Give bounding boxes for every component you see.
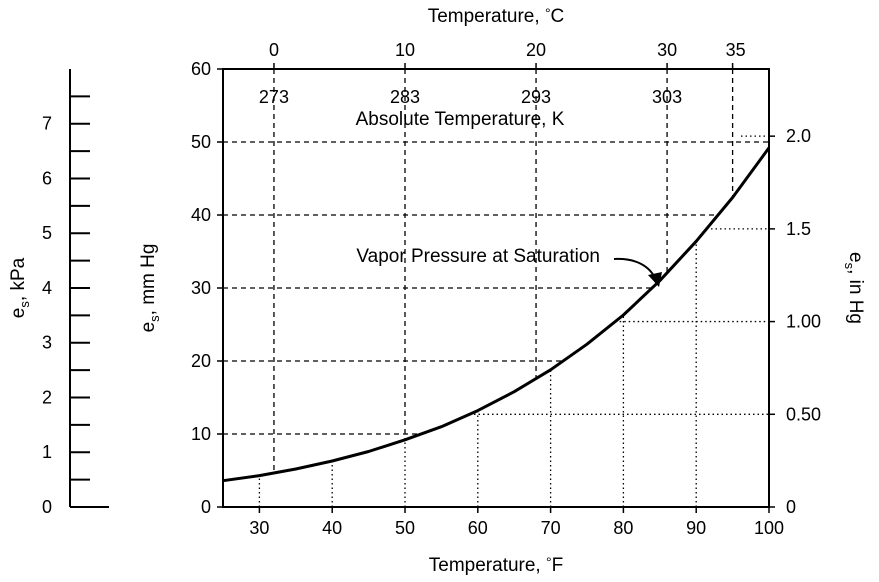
x-tick-label-celsius: 10 [395, 40, 415, 60]
x-tick-label-fahrenheit: 70 [541, 518, 561, 538]
x-tick-label-fahrenheit: 30 [249, 518, 269, 538]
kelvin-tick-label: 293 [521, 87, 551, 107]
x-tick-label-fahrenheit: 40 [322, 518, 342, 538]
y-tick-label-inhg: 0 [786, 497, 796, 517]
y-tick-label-mmhg: 30 [191, 278, 211, 298]
y-axis-title-left: es, mm Hg [138, 244, 162, 333]
kelvin-tick-label: 303 [652, 87, 682, 107]
x-tick-label-celsius: 20 [526, 40, 546, 60]
axis-ticks [217, 63, 775, 513]
kelvin-tick-label: 273 [259, 87, 289, 107]
y-tick-label-mmhg: 0 [201, 497, 211, 517]
y-tick-label-inhg: 1.00 [786, 312, 821, 332]
kelvin-tick-label: 283 [390, 87, 420, 107]
x-tick-label-fahrenheit: 50 [395, 518, 415, 538]
top-axis-title: Temperature, °C [428, 5, 565, 27]
kpa-tick-label: 7 [42, 114, 52, 134]
y-tick-label-inhg: 1.5 [786, 219, 811, 239]
x-tick-label-fahrenheit: 80 [613, 518, 633, 538]
kpa-axis-title: es, kPa [8, 257, 32, 318]
kpa-tick-label: 3 [42, 333, 52, 353]
grid-lines [223, 69, 769, 507]
y-tick-label-mmhg: 50 [191, 132, 211, 152]
y-tick-label-mmhg: 20 [191, 351, 211, 371]
y-tick-label-inhg: 2.0 [786, 126, 811, 146]
kpa-tick-label: 2 [42, 387, 52, 407]
y-axis-title-right: es, in Hg [842, 252, 866, 324]
x-axis-title: Temperature, °F [429, 554, 563, 576]
kelvin-axis-title: Absolute Temperature, K [356, 109, 565, 130]
x-tick-label-celsius: 35 [726, 40, 746, 60]
kpa-tick-label: 4 [42, 278, 52, 298]
kpa-tick-label: 1 [42, 442, 52, 462]
kpa-tick-label: 6 [42, 168, 52, 188]
x-tick-label-fahrenheit: 60 [468, 518, 488, 538]
y-tick-label-mmhg: 40 [191, 205, 211, 225]
curve-annotation: Vapor Pressure at Saturation [356, 246, 600, 267]
series-layer [222, 146, 771, 483]
kpa-scale: 0 1 2 3 4 5 6 7 [42, 69, 109, 517]
annotation-arrowhead [648, 272, 662, 287]
kpa-tick-label: 5 [42, 223, 52, 243]
y-tick-label-inhg: 0.50 [786, 404, 821, 424]
y-tick-label-mmhg: 10 [191, 424, 211, 444]
x-tick-label-celsius: 30 [657, 40, 677, 60]
x-tick-label-fahrenheit: 100 [754, 518, 784, 538]
kpa-tick-label: 0 [42, 497, 52, 517]
x-tick-label-fahrenheit: 90 [686, 518, 706, 538]
x-tick-label-celsius: 0 [269, 40, 279, 60]
series-line-vapor-pressure [222, 146, 771, 483]
y-tick-label-mmhg: 60 [191, 59, 211, 79]
